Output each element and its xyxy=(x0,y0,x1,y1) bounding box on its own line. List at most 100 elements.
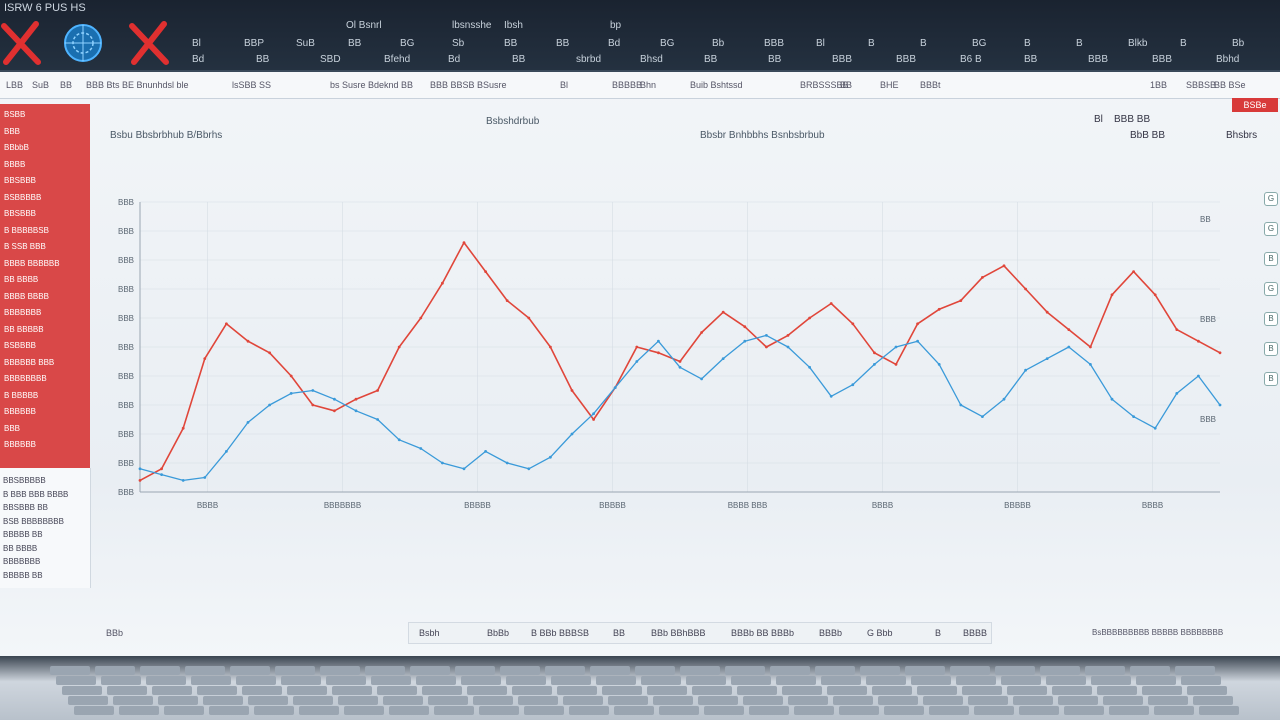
sidebar-item[interactable]: BBBBBBBB xyxy=(4,374,47,383)
close-icon[interactable] xyxy=(0,20,42,68)
toolbar-top-item[interactable]: lbsnsshe xyxy=(452,20,492,31)
sidebar-lower-item[interactable]: BB BBBB xyxy=(3,543,38,553)
toolbar-sub-button[interactable]: Bd xyxy=(192,54,205,65)
sidebar-item[interactable]: BBB xyxy=(4,423,21,433)
toolbar-button[interactable]: Blkb xyxy=(1128,38,1148,49)
bottom-bar-item[interactable]: G Bbb xyxy=(867,628,893,638)
sidebar-item[interactable]: BBSBBB xyxy=(4,176,37,185)
sidebar-lower-item[interactable]: BBSBBBBB xyxy=(3,476,46,485)
toolbar-sub-button[interactable]: Bd xyxy=(448,54,461,65)
toolbar-button[interactable]: Bl xyxy=(816,38,825,49)
rail-tool-icon[interactable]: G xyxy=(1264,282,1278,296)
rail-tool-icon[interactable]: B xyxy=(1264,312,1278,326)
sidebar-item[interactable]: BSBBBB xyxy=(4,341,37,350)
toolbar-button[interactable]: B xyxy=(868,38,875,49)
menu-item-right[interactable]: BB BSe xyxy=(1214,80,1246,90)
toolbar-sub-button[interactable]: BBB xyxy=(832,54,853,65)
sidebar-item[interactable]: BBBBBB xyxy=(4,407,37,416)
menu-item-right[interactable]: 1BB xyxy=(1150,80,1168,90)
sidebar-lower-item[interactable]: B BBB BBB BBBB xyxy=(3,489,69,499)
rail-tool-icon[interactable]: B xyxy=(1264,372,1278,386)
toolbar-button[interactable]: BG xyxy=(400,38,415,49)
export-button[interactable]: BSBe xyxy=(1232,98,1278,112)
toolbar-sub-button[interactable]: Bfehd xyxy=(384,54,411,65)
menu-item[interactable]: BHE xyxy=(880,80,899,90)
toolbar-button[interactable]: BG xyxy=(972,38,987,49)
menu-item[interactable]: BRBSSSBB xyxy=(800,80,849,90)
toolbar-button[interactable]: B xyxy=(1076,38,1083,49)
toolbar-button[interactable]: Bb xyxy=(712,38,725,49)
toolbar-sub-button[interactable]: SBD xyxy=(320,54,341,65)
toolbar-button[interactable]: B xyxy=(1024,38,1031,49)
menu-item[interactable]: BBB BBSB BSusre xyxy=(430,80,507,90)
toolbar-button[interactable]: BB xyxy=(348,38,362,49)
menu-item[interactable]: BBBt xyxy=(920,80,941,90)
menu-item[interactable]: lsSBB SS xyxy=(232,80,272,90)
toolbar-sub-button[interactable]: Bbhd xyxy=(1216,54,1240,65)
cancel-icon[interactable] xyxy=(128,20,170,68)
sidebar-item[interactable]: BBSBBB xyxy=(4,209,37,218)
menu-item[interactable]: Buib Bshtssd xyxy=(690,80,743,90)
toolbar-button[interactable]: B xyxy=(920,38,927,49)
menu-item-right[interactable]: SBBSB xyxy=(1186,80,1217,90)
bottom-bar-item[interactable]: BbBb xyxy=(487,628,510,638)
menu-item[interactable]: BBB Bts BE Bnunhdsl ble xyxy=(86,80,189,90)
bottom-bar-item[interactable]: BB xyxy=(613,628,626,638)
legend-control-1[interactable]: Bl xyxy=(1094,114,1103,125)
sidebar-item[interactable]: BBBBBB BBB xyxy=(4,357,55,367)
menu-item[interactable]: Bl xyxy=(560,80,569,90)
sidebar-item[interactable]: BBBB xyxy=(4,159,26,169)
sidebar-item[interactable]: B BBBBBSB xyxy=(4,225,49,235)
sidebar-lower-item[interactable]: BBBBB BB xyxy=(3,570,43,580)
toolbar-sub-button[interactable]: BBB xyxy=(1152,54,1173,65)
toolbar-sub-button[interactable]: BB xyxy=(704,54,718,65)
sidebar-lower-item[interactable]: BSB BBBBBBBB xyxy=(3,516,64,526)
sidebar-item[interactable]: B BBBBB xyxy=(4,390,39,400)
rail-tool-icon[interactable]: G xyxy=(1264,192,1278,206)
bottom-bar-item[interactable]: BBBB xyxy=(963,628,988,638)
toolbar-sub-button[interactable]: B6 B xyxy=(960,54,982,65)
sidebar-item[interactable]: BB BBBBB xyxy=(4,324,44,334)
toolbar-sub-button[interactable]: BB xyxy=(256,54,270,65)
bottom-bar-item[interactable]: B xyxy=(935,628,942,638)
toolbar-top-item[interactable]: Ol Bsnrl xyxy=(346,20,382,31)
sidebar-lower-item[interactable]: BBSBBB BB xyxy=(3,503,48,512)
toolbar-button[interactable]: BBB xyxy=(764,38,785,49)
sidebar-lower-item[interactable]: BBBBBBB xyxy=(3,557,41,566)
toolbar-sub-button[interactable]: BBB xyxy=(896,54,917,65)
legend-control-2[interactable]: BBB BB xyxy=(1114,114,1151,125)
sidebar-item[interactable]: BBB xyxy=(4,126,21,136)
toolbar-sub-button[interactable]: Bhsd xyxy=(640,54,663,65)
sidebar-lower-item[interactable]: BBBBB BB xyxy=(3,530,43,539)
sidebar-item[interactable]: BBBBBB xyxy=(4,440,37,449)
sidebar-item[interactable]: BBbbB xyxy=(4,143,29,152)
toolbar-button[interactable]: BBP xyxy=(244,38,265,49)
sidebar-item[interactable]: BBBB BBBBBB xyxy=(4,258,60,268)
sidebar-item[interactable]: BBBBBBB xyxy=(4,308,42,317)
toolbar-button[interactable]: Sb xyxy=(452,38,465,49)
toolbar-button[interactable]: B xyxy=(1180,38,1187,49)
toolbar-sub-button[interactable]: BBB xyxy=(1088,54,1109,65)
toolbar-sub-button[interactable]: BB xyxy=(768,54,782,65)
menu-item[interactable]: bs Susre Bdeknd BB xyxy=(330,80,414,90)
rail-tool-icon[interactable]: G xyxy=(1264,222,1278,236)
bottom-bar-item[interactable]: B BBb BBBSB xyxy=(531,628,590,638)
toolbar-button[interactable]: Bb xyxy=(1232,38,1245,49)
sidebar-item[interactable]: BSBBBBB xyxy=(4,192,42,202)
menu-item[interactable]: BB xyxy=(840,80,853,90)
toolbar-sub-button[interactable]: sbrbd xyxy=(576,54,602,65)
globe-icon[interactable] xyxy=(60,20,106,66)
sidebar-item[interactable]: B SSB BBB xyxy=(4,242,46,251)
bottom-bar-item[interactable]: BBb BBhBBB xyxy=(651,628,706,638)
menu-item[interactable]: BB xyxy=(60,80,73,90)
rail-tool-icon[interactable]: B xyxy=(1264,342,1278,356)
toolbar-button[interactable]: BG xyxy=(660,38,675,49)
legend-control-4[interactable]: Bhsbrs xyxy=(1226,130,1258,141)
menu-item[interactable]: Bhn xyxy=(640,80,657,90)
toolbar-button[interactable]: SuB xyxy=(296,38,315,49)
toolbar-button[interactable]: Bl xyxy=(192,38,201,49)
sidebar-item[interactable]: BB BBBB xyxy=(4,275,39,284)
bottom-bar-item[interactable]: Bsbh xyxy=(419,628,440,638)
legend-control-3[interactable]: BbB BB xyxy=(1130,130,1166,141)
toolbar-sub-button[interactable]: BB xyxy=(1024,54,1038,65)
